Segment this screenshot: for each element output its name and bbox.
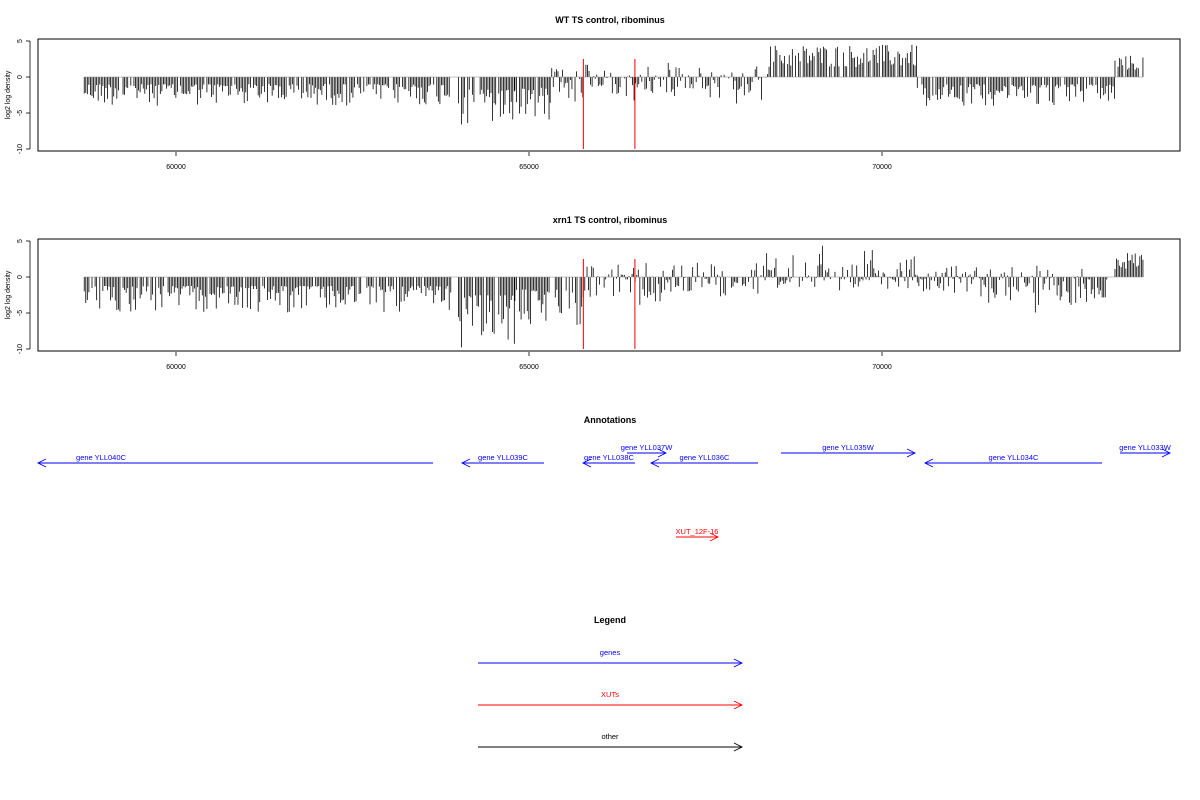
legend-title: Legend: [594, 615, 626, 625]
wt-y-tick-label: -10: [17, 144, 24, 154]
xrn1-y-tick-label: 0: [17, 275, 24, 279]
legend: Legend genes XUTs other: [478, 615, 744, 752]
xrn1-bars: [83, 245, 1144, 349]
annotation-label: gene YLL035W: [822, 443, 874, 452]
annotation-arrowhead: [1161, 448, 1172, 458]
legend-label: genes: [600, 648, 621, 657]
wt-y-tick-label: 0: [17, 75, 24, 79]
wt-x-tick-label: 60000: [166, 164, 186, 171]
wt-y-tick-label: -5: [17, 110, 24, 116]
xrn1-x-tick-label: 70000: [872, 364, 892, 371]
annotation-label: XUT_12F-16: [676, 527, 719, 536]
wt-y-axis-label: log2 log density: [5, 70, 12, 119]
xrn1-plot-frame: [37, 238, 1181, 352]
wt-bars: [83, 44, 1144, 149]
annotations-panel: Annotations gene YLL040C gene YLL039C gene…: [36, 415, 1172, 542]
xrn1-x-tick-label: 65000: [519, 364, 539, 371]
annotation-arrowhead: [581, 458, 592, 468]
wt-plot-frame: [37, 38, 1181, 152]
annotation-label: gene YLL040C: [76, 453, 126, 462]
annotation-arrowhead: [649, 458, 660, 468]
annotation-label: gene YLL039C: [478, 453, 528, 462]
legend-label: other: [601, 732, 619, 741]
annotation-label: gene YLL037W: [621, 443, 673, 452]
legend-arrowhead: [733, 700, 744, 710]
legend-items: genes XUTs other: [478, 648, 744, 752]
wt-x-tick-label: 65000: [519, 164, 539, 171]
annotation-arrowhead: [36, 458, 47, 468]
annotation-arrowhead: [657, 448, 668, 458]
xrn1-y-tick-label: -10: [17, 344, 24, 354]
annotation-label: gene YLL034C: [989, 453, 1039, 462]
xrn1-y-tick-label: 5: [17, 239, 24, 243]
xrn1-x-axis: 60000 65000 70000: [166, 352, 892, 371]
wt-track-panel: WT TS control, ribominus log2 log densit…: [5, 15, 1181, 171]
xrn1-x-tick-label: 60000: [166, 364, 186, 371]
annotations-title: Annotations: [584, 415, 637, 425]
xrn1-track-panel: xrn1 TS control, ribominus log2 log dens…: [5, 215, 1181, 371]
annotation-label: gene YLL033W: [1119, 443, 1171, 452]
legend-label: XUTs: [601, 690, 619, 699]
xrn1-track-title: xrn1 TS control, ribominus: [553, 215, 668, 225]
annotation-features: gene YLL040C gene YLL039C gene YLL038Cgene…: [36, 443, 1172, 542]
wt-y-axis: 5 0 -5 -10: [17, 39, 31, 154]
wt-x-tick-label: 70000: [872, 164, 892, 171]
legend-arrowhead: [733, 658, 744, 668]
wt-x-axis: 60000 65000 70000: [166, 152, 892, 171]
wt-track-title: WT TS control, ribominus: [555, 15, 665, 25]
annotation-arrowhead: [906, 448, 917, 458]
legend-arrowhead: [733, 742, 744, 752]
wt-y-tick-label: 5: [17, 39, 24, 43]
xrn1-y-tick-label: -5: [17, 310, 24, 316]
annotation-arrowhead: [460, 458, 471, 468]
annotation-label: gene YLL038C: [584, 453, 634, 462]
xrn1-y-axis: 5 0 -5 -10: [17, 239, 31, 354]
xrn1-y-axis-label: log2 log density: [5, 270, 12, 319]
annotation-arrowhead: [923, 458, 934, 468]
annotation-arrowhead: [709, 532, 720, 542]
annotation-label: gene YLL036C: [680, 453, 730, 462]
